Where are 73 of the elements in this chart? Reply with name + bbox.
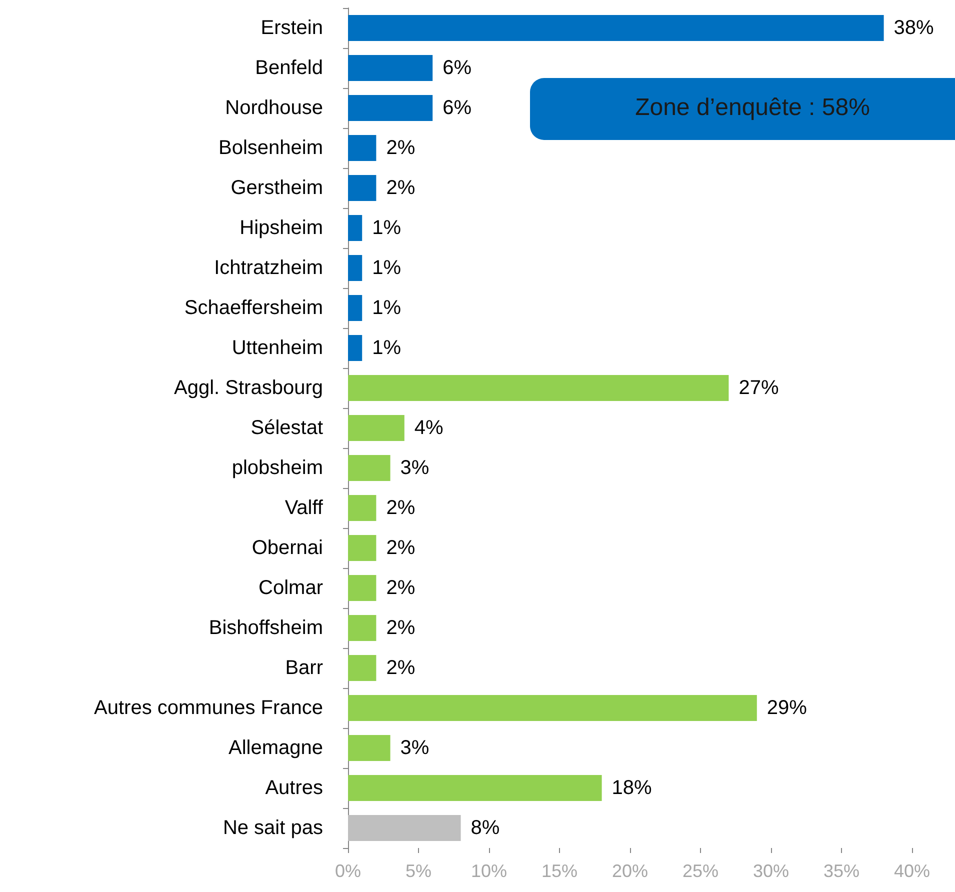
data-label: 1% <box>372 217 402 239</box>
bar <box>348 415 404 441</box>
bar <box>348 215 362 241</box>
bar <box>348 335 362 361</box>
data-label: 2% <box>386 657 416 679</box>
bar <box>348 455 390 481</box>
y-tick-label: Hipsheim <box>240 217 323 239</box>
y-tick-label: Uttenheim <box>232 337 323 359</box>
y-tick-label: Nordhouse <box>225 97 323 119</box>
y-tick-label: Valff <box>284 497 324 519</box>
y-tick-label: Benfeld <box>255 57 323 79</box>
bar <box>348 255 362 281</box>
data-label: 2% <box>386 497 416 519</box>
y-tick-label: Obernai <box>252 537 323 559</box>
y-tick-label: Ne sait pas <box>222 817 323 839</box>
bar <box>348 735 390 761</box>
y-tick-label: Bolsenheim <box>218 137 323 159</box>
data-label: 6% <box>442 97 472 119</box>
y-tick-label: Colmar <box>258 577 324 599</box>
x-tick-label: 15% <box>541 861 578 881</box>
bar <box>348 615 376 641</box>
data-label: 38% <box>894 17 934 39</box>
y-tick-label: Autres <box>265 777 323 799</box>
bar <box>348 775 602 801</box>
y-tick-label: Barr <box>285 657 324 679</box>
x-tick-label: 35% <box>823 861 860 881</box>
data-label: 8% <box>470 817 500 839</box>
bar <box>348 15 884 41</box>
x-tick-label: 20% <box>612 861 648 881</box>
data-label: 1% <box>372 337 402 359</box>
bar <box>348 95 433 121</box>
y-tick-label: Autres communes France <box>94 697 323 719</box>
data-label: 2% <box>386 137 416 159</box>
data-label: 1% <box>372 297 402 319</box>
y-tick-label: Sélestat <box>250 417 324 439</box>
data-label: 1% <box>372 257 402 279</box>
bar <box>348 295 362 321</box>
bar <box>348 655 376 681</box>
data-label: 3% <box>400 457 430 479</box>
x-tick-label: 5% <box>405 861 432 881</box>
data-label: 2% <box>386 537 416 559</box>
y-tick-label: Gerstheim <box>230 177 323 199</box>
x-tick-label: 30% <box>752 861 790 881</box>
data-label: 4% <box>414 417 444 439</box>
x-tick-label: 10% <box>470 861 508 881</box>
bar <box>348 575 376 601</box>
y-tick-label: Allemagne <box>228 737 323 759</box>
data-label: 18% <box>612 777 652 799</box>
data-label: 27% <box>738 377 779 399</box>
data-label: 3% <box>400 737 430 759</box>
x-tick-label: 25% <box>682 861 719 881</box>
y-tick-label: Schaeffersheim <box>184 297 323 319</box>
bar <box>348 55 433 81</box>
y-tick-label: Bishoffsheim <box>208 617 323 639</box>
bar <box>348 135 376 161</box>
bar <box>348 175 376 201</box>
bar <box>348 695 757 721</box>
data-label: 29% <box>766 697 808 719</box>
bar <box>348 815 461 841</box>
data-label: 2% <box>386 617 416 639</box>
y-tick-label: Aggl. Strasbourg <box>174 377 323 399</box>
bar <box>348 375 729 401</box>
x-tick-label: 0% <box>334 861 362 881</box>
data-label: 2% <box>386 577 416 599</box>
y-tick-label: Ichtratzheim <box>214 257 323 279</box>
y-tick-label: plobsheim <box>232 457 323 479</box>
data-label: 2% <box>386 177 416 199</box>
data-label: 6% <box>442 57 472 79</box>
annotation: Zone d’enquête : 58% <box>634 94 871 123</box>
bar <box>348 495 376 521</box>
bar <box>348 535 376 561</box>
y-tick-label: Erstein <box>260 17 323 39</box>
x-tick-label: 40% <box>894 861 930 881</box>
